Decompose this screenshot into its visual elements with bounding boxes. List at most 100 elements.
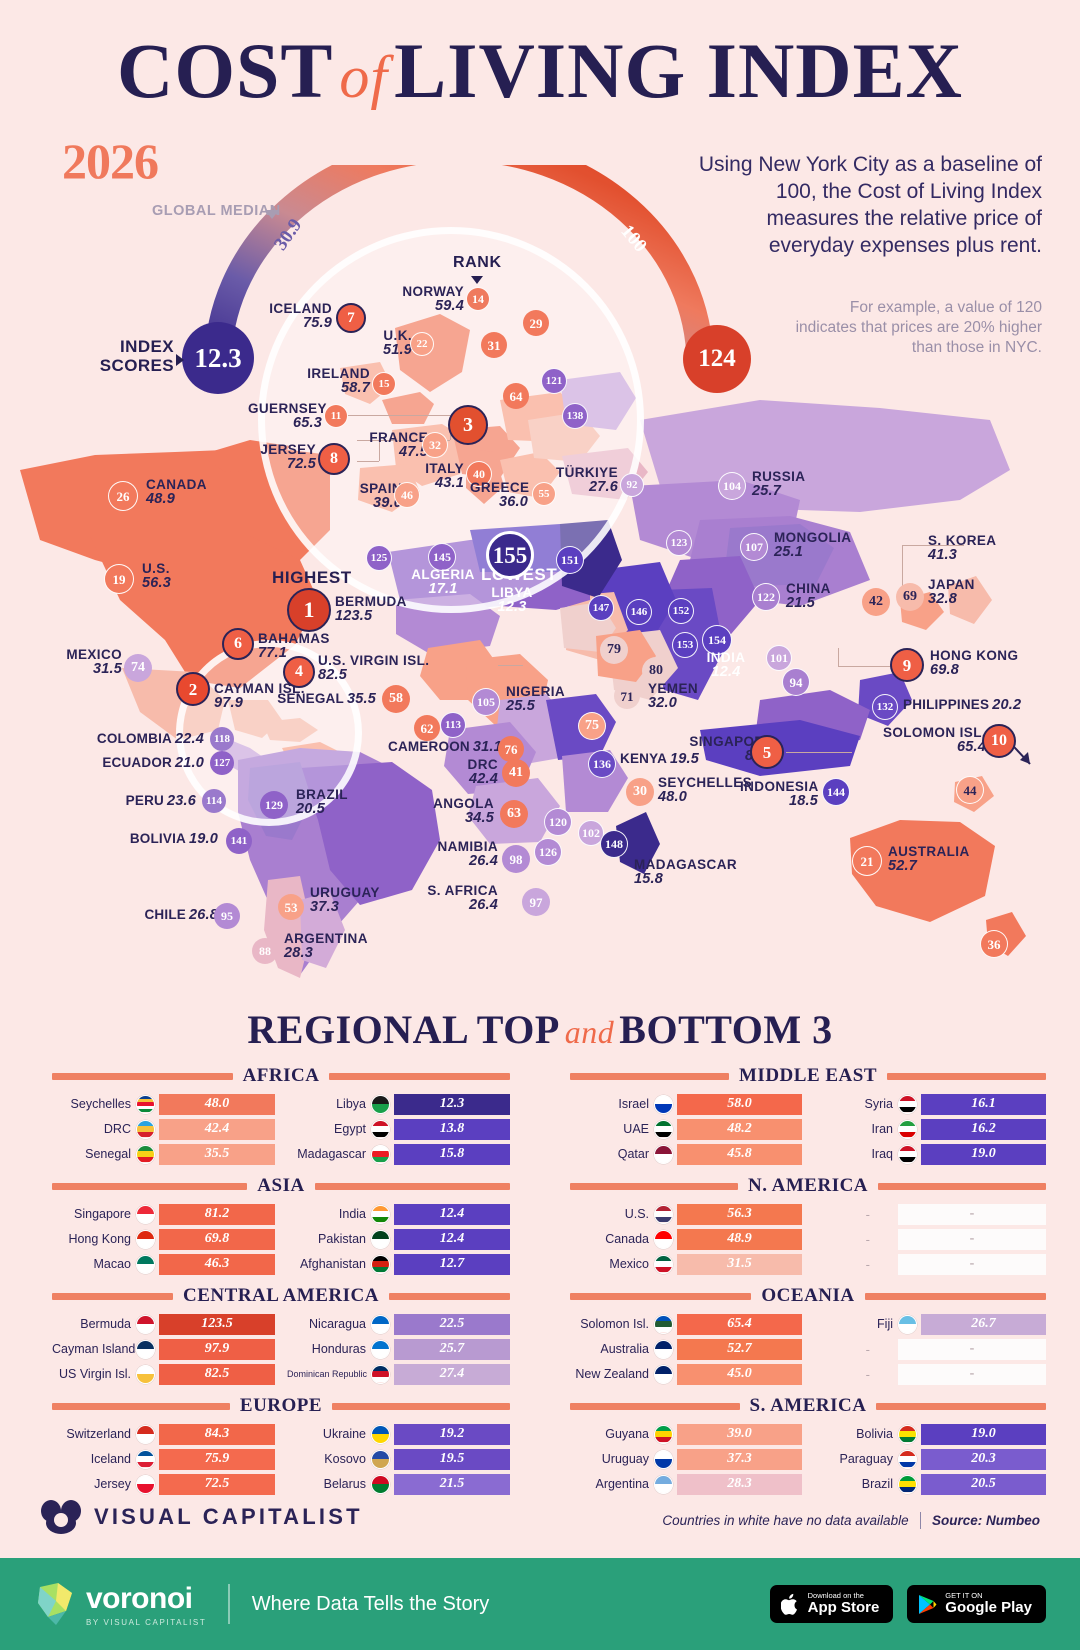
rank-bubble-angola: 63	[500, 800, 528, 828]
rank-bubble-indonesia: 144	[822, 778, 850, 806]
region-body: U.S. 56.3 Canada 48.9 Mexico 31.5 - - - …	[570, 1203, 1046, 1278]
value-bar: 65.4	[677, 1313, 802, 1335]
median-marker-icon	[265, 210, 279, 219]
rank-bubble-usvi: 4	[283, 656, 315, 688]
list-item: U.S. 56.3	[570, 1203, 802, 1225]
regional-section-title: REGIONAL TOP and BOTTOM 3	[247, 1007, 833, 1052]
rule-left	[52, 1292, 174, 1300]
region-name: S. AMERICA	[749, 1395, 867, 1416]
map-label-mexico: MEXICO 31.5	[66, 647, 122, 678]
flag-icon	[898, 1449, 917, 1469]
flag-icon	[654, 1119, 673, 1139]
rule-left	[52, 1072, 233, 1080]
flag-icon	[136, 1204, 155, 1224]
map-label-cameroon: CAMEROON 31.1	[388, 739, 502, 755]
list-item: Qatar 45.8	[570, 1143, 802, 1165]
empty-country: -	[865, 1366, 870, 1382]
region-header: S. AMERICA	[570, 1395, 1046, 1417]
rank-bubble-afghanistan: 152	[668, 598, 694, 624]
list-item: Solomon Isl. 65.4	[570, 1313, 802, 1335]
value-bar: 42.4	[159, 1118, 275, 1140]
rule-right	[864, 1292, 1047, 1300]
country-name: Libya	[336, 1097, 366, 1111]
rank-bubble-germany: 64	[503, 383, 529, 409]
country-name: Honduras	[311, 1342, 366, 1356]
country-name: Bermuda	[80, 1317, 131, 1331]
map-label-skorea: S. KOREA 41.3	[928, 533, 997, 564]
country-name: Uruguay	[601, 1452, 649, 1466]
region-name: AFRICA	[242, 1065, 320, 1086]
list-item: Hong Kong 69.8	[52, 1228, 275, 1250]
empty-value: -	[898, 1363, 1046, 1385]
list-item: US Virgin Isl. 82.5	[52, 1363, 275, 1385]
map-label-peru: PERU 23.6	[125, 793, 196, 809]
voronoi-logo[interactable]: voronoi BY VISUAL CAPITALIST	[36, 1581, 206, 1627]
country-name: Dominican Republic	[287, 1369, 368, 1379]
value-bar: 46.3	[159, 1253, 275, 1275]
map-label-bolivia: BOLIVIA 19.0	[129, 831, 218, 847]
country-name: Switzerland	[66, 1427, 131, 1441]
value-bar: 20.5	[921, 1473, 1046, 1495]
map-label-ecuador: ECUADOR 21.0	[102, 755, 204, 771]
rank-bubble-solomon: 10	[982, 724, 1016, 758]
region-name: EUROPE	[239, 1395, 323, 1416]
list-item: Canada 48.9	[570, 1228, 802, 1250]
title-of: of	[339, 44, 389, 110]
rank-bubble-ethiopia: 71	[614, 683, 640, 709]
app-store-badge[interactable]: Download on the App Store	[769, 1585, 894, 1623]
flag-icon	[136, 1254, 155, 1274]
rank-bubble-singapore: 5	[750, 735, 784, 769]
map-label-china: CHINA 21.5	[786, 581, 831, 612]
country-name: Ukraine	[322, 1427, 366, 1441]
value-bar: 48.0	[159, 1093, 275, 1115]
map-label-chile: CHILE 26.8	[144, 907, 218, 923]
rank-bubble-cayman: 2	[176, 672, 210, 706]
map-label-bahamas: BAHAMAS 77.1	[258, 631, 330, 662]
bottom-3-list: Libya 12.3 Egypt 13.8 Madagascar 15.8	[287, 1093, 510, 1168]
empty-value: -	[898, 1203, 1046, 1225]
bottom-3-list: - - - - - -	[814, 1203, 1046, 1278]
index-scores-arrow-icon	[176, 354, 184, 366]
play-big: Google Play	[945, 1599, 1032, 1617]
list-item: Singapore 81.2	[52, 1203, 275, 1225]
region-body: Solomon Isl. 65.4 Australia 52.7 New Zea…	[570, 1313, 1046, 1388]
visual-capitalist-logo: VISUAL CAPITALIST	[40, 1500, 363, 1534]
map-label-angola: ANGOLA 34.5	[433, 796, 494, 827]
flag-icon	[898, 1314, 917, 1334]
region-n--america: N. AMERICA U.S. 56.3 Canada 48.9 Mexico …	[540, 1175, 1080, 1278]
store-badges: Download on the App Store GET IT ON Goog…	[769, 1585, 1046, 1623]
rule-right	[314, 1182, 510, 1190]
flag-icon	[371, 1424, 390, 1444]
map-label-usvi: U.S. VIRGIN ISL. 82.5	[318, 653, 430, 684]
value-bar: 56.3	[677, 1203, 802, 1225]
flag-icon	[371, 1314, 390, 1334]
voronoi-sub: BY VISUAL CAPITALIST	[86, 1617, 207, 1627]
country-name: Seychelles	[70, 1097, 131, 1111]
google-play-icon	[919, 1594, 937, 1614]
algeria-connector	[498, 665, 523, 667]
flag-icon	[654, 1204, 673, 1224]
top-3-list: Switzerland 84.3 Iceland 75.9 Jersey 72.…	[52, 1423, 275, 1498]
rank-bubble-spain: 46	[394, 482, 420, 508]
app-store-small: Download on the	[807, 1591, 864, 1600]
list-item: Bolivia 19.0	[814, 1423, 1046, 1445]
country-name: Kosovo	[324, 1452, 366, 1466]
rank-bubble-kenya: 136	[588, 750, 616, 778]
list-item: Iraq 19.0	[814, 1143, 1046, 1165]
rank-bubble-hongkong: 9	[890, 648, 924, 682]
list-item: Cayman Islands 97.9	[52, 1338, 275, 1360]
region-middle-east: MIDDLE EAST Israel 58.0 UAE 48.2 Qatar 4…	[540, 1065, 1080, 1168]
flag-icon	[654, 1424, 673, 1444]
value-bar: 28.3	[677, 1473, 802, 1495]
google-play-badge[interactable]: GET IT ON Google Play	[907, 1585, 1046, 1623]
scale-low-cap: 12.3	[182, 322, 254, 394]
value-bar: 19.5	[394, 1448, 510, 1470]
rank-bubble-seychelles: 30	[626, 778, 654, 806]
value-bar: 12.4	[394, 1228, 510, 1250]
region-header: ASIA	[52, 1175, 510, 1197]
rank-bubble-sudan: 79	[600, 636, 628, 664]
list-item: Paraguay 20.3	[814, 1448, 1046, 1470]
rank-bubble-china: 122	[752, 583, 780, 611]
map-label-uk: U.K. 51.9	[382, 328, 412, 359]
